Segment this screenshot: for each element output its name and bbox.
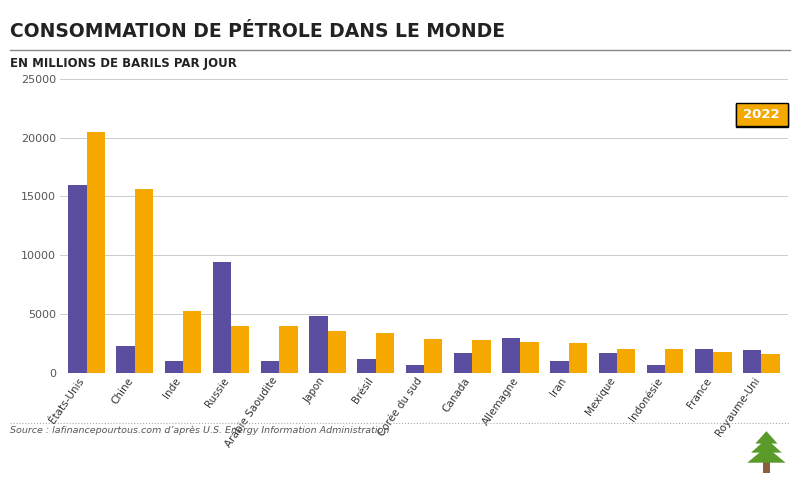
Bar [569, 343, 587, 373]
Bar [134, 189, 153, 373]
Bar [472, 340, 490, 373]
Bar [665, 349, 683, 373]
Bar [86, 132, 105, 373]
Bar [550, 361, 569, 373]
Bar [424, 339, 442, 373]
Text: CONSOMMATION DE PÉTROLE DANS LE MONDE: CONSOMMATION DE PÉTROLE DANS LE MONDE [10, 22, 506, 41]
Bar [165, 361, 183, 373]
Polygon shape [751, 439, 782, 453]
Polygon shape [755, 431, 778, 444]
Bar [231, 326, 250, 373]
Bar [762, 354, 780, 373]
Text: Source : lafinancepourtous.com d’après U.S. Energy Information Administration: Source : lafinancepourtous.com d’après U… [10, 425, 390, 435]
Bar [183, 311, 202, 373]
Bar [327, 330, 346, 373]
Text: 1985: 1985 [743, 85, 780, 98]
Bar [358, 358, 376, 373]
Bar [376, 333, 394, 373]
Text: EN MILLIONS DE BARILS PAR JOUR: EN MILLIONS DE BARILS PAR JOUR [10, 57, 238, 70]
Bar [743, 350, 762, 373]
Bar [695, 349, 714, 373]
Bar [762, 460, 770, 473]
Bar [646, 365, 665, 373]
Bar [406, 365, 424, 373]
Bar [502, 337, 521, 373]
Bar [279, 326, 298, 373]
Bar [714, 352, 731, 373]
FancyBboxPatch shape [735, 104, 788, 127]
Bar [261, 361, 279, 373]
Text: 2022: 2022 [743, 109, 780, 121]
Bar [454, 353, 472, 373]
Bar [598, 353, 617, 373]
Bar [68, 185, 86, 373]
Bar [117, 346, 134, 373]
Bar [310, 316, 327, 373]
FancyBboxPatch shape [735, 103, 788, 127]
Bar [521, 342, 538, 373]
Bar [213, 262, 231, 373]
Bar [617, 349, 635, 373]
Polygon shape [747, 447, 786, 463]
